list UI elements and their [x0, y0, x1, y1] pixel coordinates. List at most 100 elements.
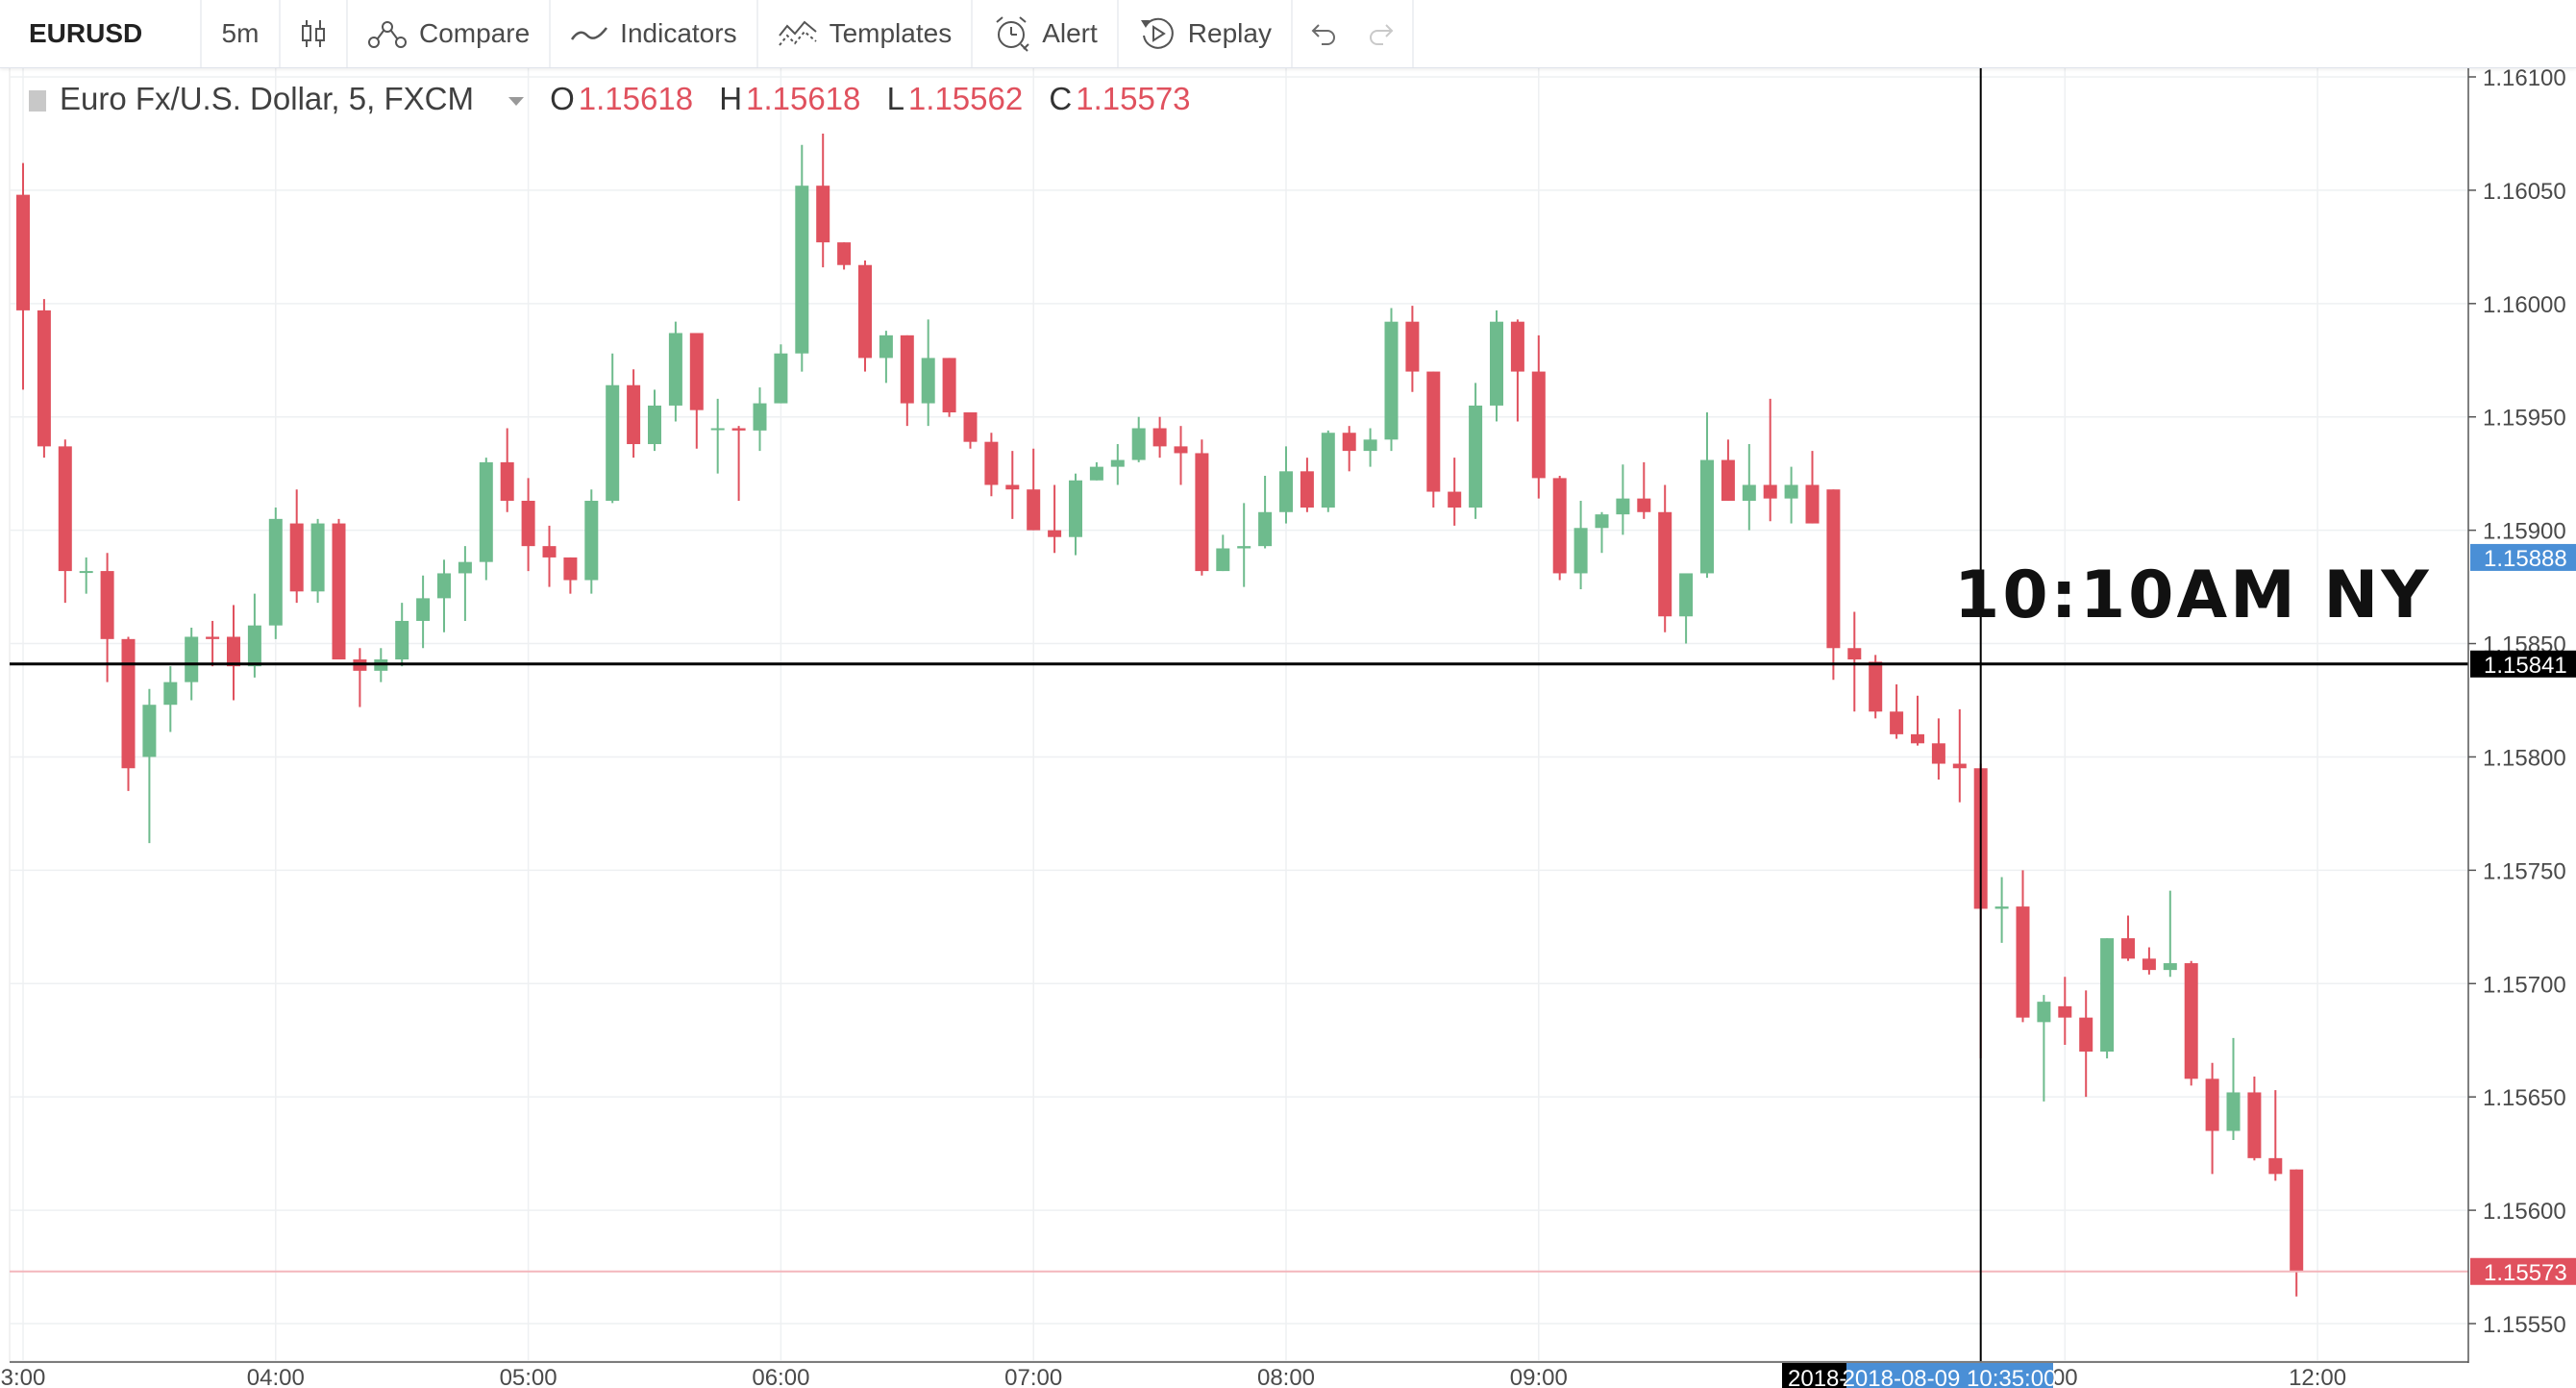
candle-body	[500, 461, 514, 501]
price-tick-label: 1.16100	[2483, 67, 2566, 91]
time-tick-label: 07:00	[1004, 1365, 1062, 1388]
symbol-search[interactable]: EURUSD	[0, 0, 202, 67]
replay-label: Replay	[1187, 18, 1272, 48]
candle-body	[437, 573, 451, 599]
candle-body	[1469, 405, 1483, 508]
time-tick-label: 04:00	[247, 1365, 305, 1388]
candle-body	[584, 500, 599, 581]
price-tick-label: 1.15950	[2483, 406, 2566, 432]
candlestick-series	[16, 133, 2304, 1297]
candle-body	[731, 428, 746, 431]
price-tick-label: 1.15550	[2483, 1312, 2566, 1338]
open-value: 1.15618	[578, 81, 694, 116]
candle-body	[2184, 963, 2198, 1079]
candle-body	[900, 335, 914, 404]
chart-overlay: 10:10AM NY	[10, 67, 2468, 1361]
candle-body	[1994, 906, 2009, 909]
candle-body	[1595, 514, 1609, 529]
close-value: 1.15573	[1076, 81, 1191, 116]
time-axis: 3:00 04:00 05:00 06:00 07:00 08:00 09:00 00 12:0…	[1, 1361, 2468, 1388]
candle-body	[416, 598, 431, 621]
price-tick-label: 1.15700	[2483, 972, 2566, 998]
candle-body	[1952, 763, 1967, 769]
open-label: O	[550, 81, 575, 116]
price-tick-label: 1.16000	[2483, 292, 2566, 318]
replay-button[interactable]: Replay	[1119, 0, 1293, 67]
candle-body	[2037, 1002, 2051, 1023]
alert-button[interactable]: Alert	[973, 0, 1119, 67]
compare-button[interactable]: Compare	[348, 0, 552, 67]
candle-body	[2268, 1157, 2283, 1175]
candle-body	[1869, 661, 1883, 712]
replay-icon	[1140, 17, 1174, 49]
indicators-icon	[571, 27, 608, 40]
candle-body	[1005, 484, 1020, 490]
price-chart[interactable]: 10:10AM NY 1.16100 1.16050 1.16000 1.15950 1…	[0, 67, 2576, 1388]
price-axis: 1.161001.160501.160001.159501.159001.158…	[2467, 67, 2576, 1388]
candle-body	[2142, 958, 2156, 971]
time-tick-label: 06:00	[752, 1365, 809, 1388]
compare-label: Compare	[419, 18, 531, 48]
templates-button[interactable]: Templates	[758, 0, 974, 67]
indicators-button[interactable]: Indicators	[551, 0, 758, 67]
candle-body	[1342, 433, 1356, 452]
price-axis-bg	[2468, 67, 2576, 1388]
price-tick-label: 1.15600	[2483, 1199, 2566, 1225]
candle-body	[1237, 546, 1251, 549]
candle-body	[837, 242, 852, 265]
candle-body	[268, 518, 283, 626]
candle-body	[710, 428, 725, 431]
candle-body	[206, 636, 220, 639]
candle-body	[142, 705, 157, 757]
candle-body	[1048, 530, 1062, 537]
high-label: H	[719, 81, 743, 116]
crosshair-date-label: 2018-08-09 10:35:00	[1843, 1366, 2057, 1388]
series-legend: Euro Fx/U.S. Dollar, 5, FXCM O 1.15618 H 1…	[29, 81, 1191, 117]
series-title[interactable]: Euro Fx/U.S. Dollar, 5, FXCM	[60, 81, 474, 116]
candle-body	[16, 194, 30, 310]
candle-body	[1890, 711, 1904, 734]
candle-body	[1300, 471, 1314, 508]
candle-body	[668, 333, 682, 406]
candle-body	[1531, 371, 1546, 479]
candle-body	[1279, 471, 1293, 512]
candle-body	[1363, 439, 1377, 452]
candle-body	[1490, 321, 1503, 406]
candle-body	[332, 523, 346, 660]
undo-icon	[1311, 24, 1335, 45]
candle-body	[1658, 511, 1672, 617]
candle-body	[963, 412, 978, 442]
annotation-text: 10:10AM NY	[1954, 558, 2432, 633]
chart-type-button[interactable]	[281, 0, 348, 67]
candle-body	[795, 186, 809, 354]
candle-body	[2290, 1169, 2304, 1272]
price-label-crosshair: 1.15841	[2484, 653, 2567, 679]
candle-body	[1742, 484, 1756, 501]
price-label-last-bg	[2470, 1257, 2576, 1285]
candle-body	[1258, 511, 1273, 547]
symbol-flag-icon	[29, 90, 46, 112]
time-tick-label: 3:00	[1, 1365, 46, 1388]
interval-selector[interactable]: 5m	[202, 0, 281, 67]
candle-body	[648, 405, 661, 445]
candle-body	[1805, 484, 1820, 524]
candle-body	[247, 625, 261, 667]
price-tick-label: 1.15800	[2483, 745, 2566, 771]
caret-down-icon[interactable]	[508, 96, 524, 106]
candle-body	[1321, 433, 1335, 508]
candle-body	[1216, 548, 1230, 572]
candle-body	[1405, 321, 1420, 372]
candle-body	[185, 636, 199, 682]
time-tick-label: 09:00	[1510, 1365, 1568, 1388]
candle-body	[1089, 466, 1103, 481]
price-label-last: 1.15573	[2484, 1260, 2567, 1286]
candle-body	[2121, 938, 2135, 959]
candle-body	[1911, 733, 1924, 744]
redo-button[interactable]	[1352, 0, 1414, 67]
candle-body	[627, 384, 641, 445]
candle-body	[289, 523, 304, 592]
candle-body	[689, 333, 704, 410]
candle-body	[100, 571, 114, 639]
undo-button[interactable]	[1293, 0, 1352, 67]
templates-icon	[778, 20, 817, 46]
